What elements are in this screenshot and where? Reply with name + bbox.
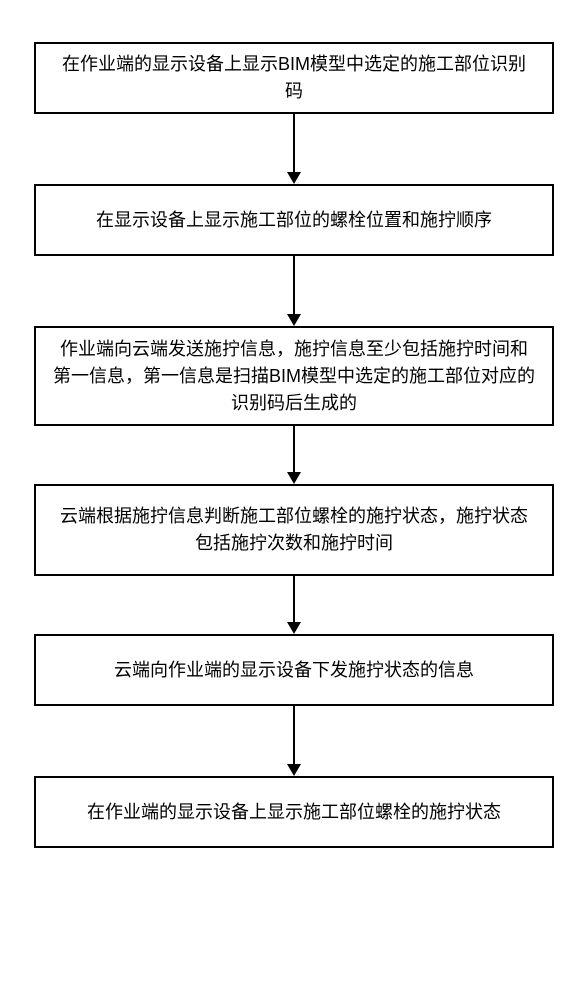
arrow-2 bbox=[287, 256, 301, 326]
arrow-head-icon bbox=[287, 764, 301, 776]
arrow-1 bbox=[287, 114, 301, 184]
arrow-line-icon bbox=[293, 114, 295, 172]
step-text: 在作业端的显示设备上显示施工部位螺栓的施拧状态 bbox=[87, 799, 501, 826]
arrow-head-icon bbox=[287, 314, 301, 326]
arrow-4 bbox=[287, 576, 301, 634]
arrow-line-icon bbox=[293, 256, 295, 314]
flowchart-step-2: 在显示设备上显示施工部位的螺栓位置和施拧顺序 bbox=[34, 184, 554, 256]
arrow-3 bbox=[287, 426, 301, 484]
step-text: 云端向作业端的显示设备下发施拧状态的信息 bbox=[114, 657, 474, 684]
step-text: 云端根据施拧信息判断施工部位螺栓的施拧状态，施拧状态包括施拧次数和施拧时间 bbox=[52, 503, 536, 557]
arrow-head-icon bbox=[287, 172, 301, 184]
step-text: 在显示设备上显示施工部位的螺栓位置和施拧顺序 bbox=[96, 207, 492, 234]
arrow-head-icon bbox=[287, 622, 301, 634]
flowchart-step-5: 云端向作业端的显示设备下发施拧状态的信息 bbox=[34, 634, 554, 706]
arrow-line-icon bbox=[293, 426, 295, 472]
arrow-5 bbox=[287, 706, 301, 776]
flowchart-step-3: 作业端向云端发送施拧信息，施拧信息至少包括施拧时间和第一信息，第一信息是扫描BI… bbox=[34, 326, 554, 426]
flowchart-step-4: 云端根据施拧信息判断施工部位螺栓的施拧状态，施拧状态包括施拧次数和施拧时间 bbox=[34, 484, 554, 576]
arrow-line-icon bbox=[293, 576, 295, 622]
flowchart-step-1: 在作业端的显示设备上显示BIM模型中选定的施工部位识别码 bbox=[34, 42, 554, 114]
flowchart-container: 在作业端的显示设备上显示BIM模型中选定的施工部位识别码 在显示设备上显示施工部… bbox=[0, 42, 588, 848]
step-text: 在作业端的显示设备上显示BIM模型中选定的施工部位识别码 bbox=[56, 51, 532, 105]
flowchart-step-6: 在作业端的显示设备上显示施工部位螺栓的施拧状态 bbox=[34, 776, 554, 848]
arrow-line-icon bbox=[293, 706, 295, 764]
step-text: 作业端向云端发送施拧信息，施拧信息至少包括施拧时间和第一信息，第一信息是扫描BI… bbox=[52, 336, 536, 417]
arrow-head-icon bbox=[287, 472, 301, 484]
